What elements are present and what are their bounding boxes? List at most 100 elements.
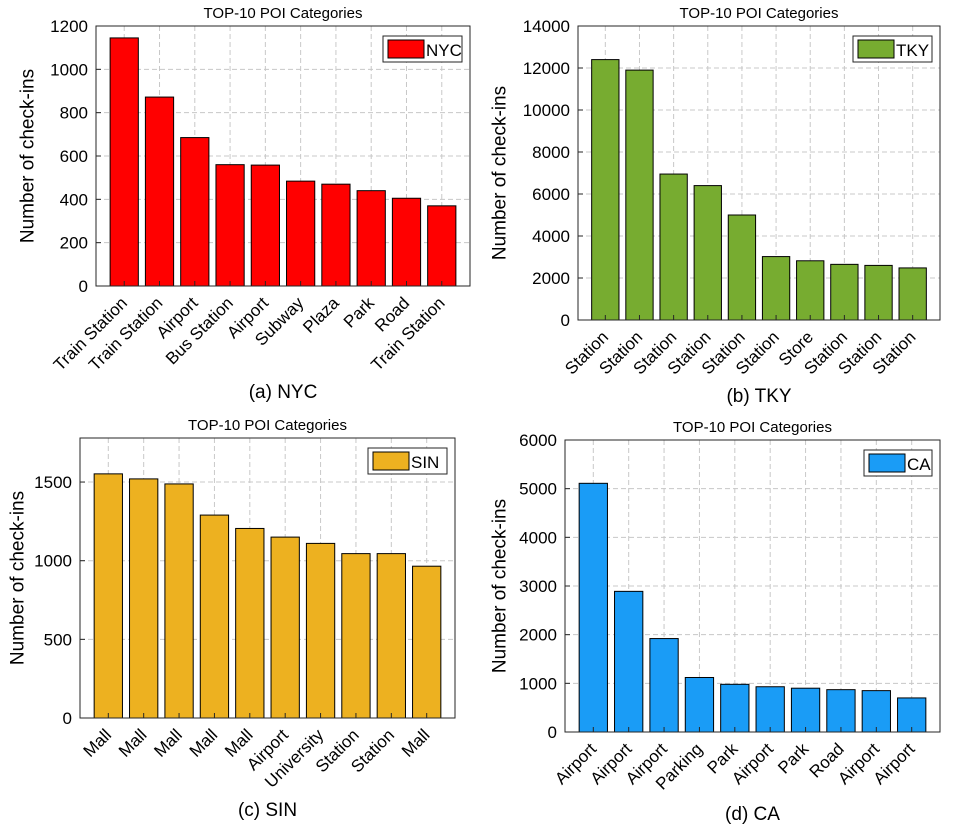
y-tick-label: 8000 <box>532 143 570 162</box>
x-tick-label: Mall <box>80 725 115 760</box>
bar-10 <box>898 267 927 321</box>
y-tick-label: 0 <box>548 723 557 742</box>
bar-5 <box>250 164 280 287</box>
y-axis-label: Number of check-ins <box>490 499 511 673</box>
y-tick-label: 200 <box>60 234 88 253</box>
chart-caption: (c) SIN <box>238 800 297 821</box>
bar-8 <box>826 689 856 733</box>
bar-10 <box>427 205 457 287</box>
chart-panel-2: 02000400060008000100001200014000StationS… <box>490 5 941 407</box>
bar-1 <box>591 59 620 321</box>
legend-label: TKY <box>896 41 929 60</box>
bar-7 <box>796 260 825 321</box>
y-tick-label: 10000 <box>523 101 570 120</box>
bar-10 <box>897 697 927 733</box>
y-tick-label: 14000 <box>523 17 570 36</box>
bar-5 <box>727 214 757 321</box>
x-tick-label: Park <box>340 293 379 332</box>
y-tick-label: 3000 <box>519 577 557 596</box>
y-axis-label: Number of check-ins <box>18 69 39 243</box>
chart-title: TOP-10 POI Categories <box>680 5 839 22</box>
chart-caption: (b) TKY <box>726 386 791 407</box>
x-tick-label: Airport <box>728 739 777 788</box>
y-tick-label: 1200 <box>50 17 88 36</box>
bar-8 <box>341 553 371 719</box>
bar-7 <box>321 183 351 287</box>
bar-9 <box>864 264 893 321</box>
bar-6 <box>270 536 300 719</box>
bar-4 <box>199 514 230 719</box>
y-axis-label: Number of check-ins <box>490 86 511 260</box>
bar-4 <box>693 185 722 321</box>
chart-caption: (a) NYC <box>249 382 318 403</box>
bar-7 <box>305 542 336 719</box>
bar-3 <box>659 173 688 321</box>
bar-9 <box>861 690 891 733</box>
x-tick-label: Mall <box>115 725 150 760</box>
chart-title: TOP-10 POI Categories <box>673 419 832 436</box>
y-tick-label: 2000 <box>532 269 570 288</box>
y-tick-label: 0 <box>561 311 570 330</box>
legend-swatch <box>857 39 895 59</box>
bar-5 <box>720 683 750 733</box>
y-tick-label: 2000 <box>519 626 557 645</box>
chart-panel-4: 0100020003000400050006000AirportAirportA… <box>490 419 941 825</box>
y-tick-label: 600 <box>60 147 88 166</box>
y-tick-label: 400 <box>60 190 88 209</box>
bar-10 <box>412 565 442 719</box>
legend-swatch <box>372 451 410 471</box>
bar-8 <box>356 190 386 287</box>
x-tick-label: Mall <box>398 725 433 760</box>
bar-2 <box>625 69 654 321</box>
axes-box <box>577 25 941 321</box>
bar-9 <box>376 553 406 719</box>
x-tick-label: Plaza <box>299 293 343 337</box>
bar-6 <box>286 180 316 287</box>
bar-7 <box>790 687 821 733</box>
x-tick-label: Park <box>774 739 813 778</box>
x-tick-label: Airport <box>870 739 919 788</box>
y-tick-label: 500 <box>44 630 72 649</box>
bar-2 <box>129 478 159 719</box>
legend-swatch <box>387 39 425 59</box>
y-axis-label: Number of check-ins <box>8 491 29 665</box>
bar-1 <box>93 473 123 719</box>
bar-3 <box>180 137 210 287</box>
y-tick-label: 1500 <box>34 473 72 492</box>
legend-label: CA <box>907 455 931 474</box>
legend-label: SIN <box>411 453 439 472</box>
y-tick-label: 4000 <box>519 528 557 547</box>
y-tick-label: 1000 <box>519 674 557 693</box>
chart-caption: (d) CA <box>725 804 780 825</box>
y-tick-label: 800 <box>60 104 88 123</box>
y-tick-label: 6000 <box>519 431 557 450</box>
bar-1 <box>578 482 608 733</box>
chart-title: TOP-10 POI Categories <box>188 417 347 434</box>
bar-9 <box>391 197 422 287</box>
y-tick-label: 6000 <box>532 185 570 204</box>
legend-label: NYC <box>426 41 462 60</box>
bar-4 <box>215 164 245 287</box>
bar-3 <box>164 483 194 719</box>
bar-6 <box>755 686 785 733</box>
x-tick-label: Mall <box>150 725 185 760</box>
x-tick-label: Mall <box>186 725 221 760</box>
y-tick-label: 5000 <box>519 480 557 499</box>
bar-5 <box>235 527 265 719</box>
bar-6 <box>761 256 791 321</box>
bar-1 <box>109 37 139 287</box>
bar-4 <box>684 676 715 733</box>
bar-2 <box>144 96 175 287</box>
y-tick-label: 4000 <box>532 227 570 246</box>
bar-3 <box>649 638 679 733</box>
legend-swatch <box>868 453 906 473</box>
bar-2 <box>614 590 644 733</box>
y-tick-label: 0 <box>63 709 72 728</box>
chart-title: TOP-10 POI Categories <box>204 5 363 22</box>
y-tick-label: 12000 <box>523 59 570 78</box>
bar-8 <box>830 263 859 321</box>
y-tick-label: 1000 <box>34 552 72 571</box>
